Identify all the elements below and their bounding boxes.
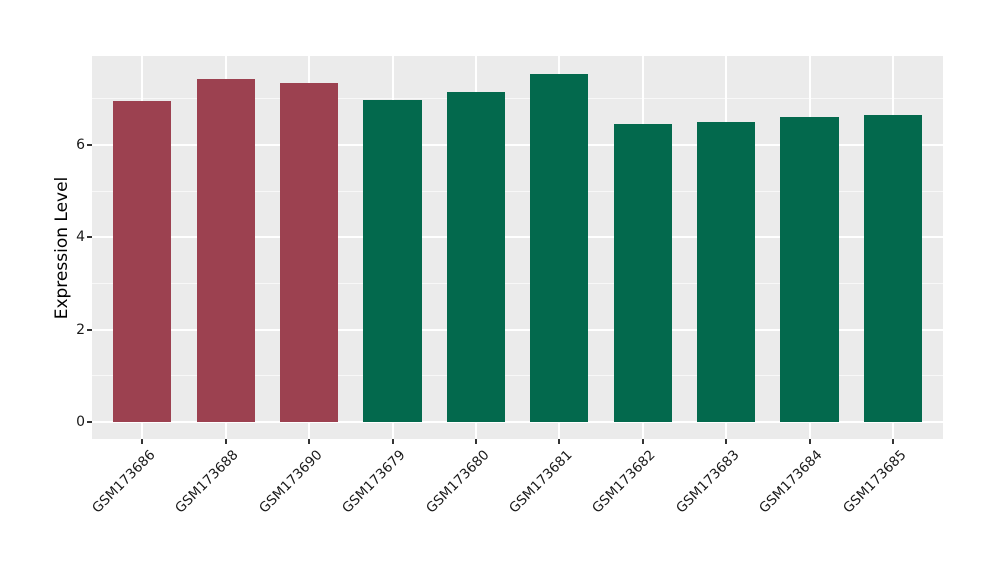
x-tick-label-GSM173686: GSM173686 [89, 447, 159, 517]
x-tick-label-GSM173682: GSM173682 [589, 447, 660, 517]
x-tick-label-GSM173683: GSM173683 [672, 447, 743, 517]
gridline-minor-y5 [92, 190, 943, 192]
x-tick-GSM173681 [558, 439, 561, 444]
bar-GSM173681 [530, 73, 589, 422]
gridline-minor-y7 [92, 98, 943, 100]
gridline-major-y2 [92, 328, 943, 331]
gridline-major-y6 [92, 143, 943, 146]
x-tick-GSM173685 [891, 439, 894, 444]
gridline-minor-y3 [92, 282, 943, 284]
y-tick-label-0: 0 [76, 414, 85, 430]
bar-GSM173686 [113, 100, 172, 422]
bar-GSM173682 [613, 123, 672, 422]
x-tick-label-GSM173685: GSM173685 [839, 447, 910, 517]
x-tick-GSM173682 [641, 439, 644, 444]
x-tick-GSM173686 [141, 439, 144, 444]
bar-GSM173683 [696, 121, 756, 422]
x-tick-label-GSM173690: GSM173690 [255, 447, 326, 517]
x-tick-label-GSM173680: GSM173680 [422, 447, 493, 517]
x-tick-label-GSM173684: GSM173684 [756, 447, 826, 517]
y-tick-4 [87, 236, 92, 239]
bar-GSM173688 [196, 78, 255, 422]
y-tick-label-2: 2 [76, 321, 85, 338]
gridline-major-y0 [92, 421, 943, 423]
bar-GSM173690 [279, 83, 339, 422]
x-tick-GSM173683 [725, 439, 728, 444]
y-tick-0 [87, 421, 92, 423]
x-tick-label-GSM173681: GSM173681 [506, 447, 576, 517]
x-tick-GSM173684 [808, 439, 811, 444]
x-tick-label-GSM173688: GSM173688 [172, 447, 243, 517]
bar-GSM173680 [446, 91, 506, 422]
gridline-major-y4 [92, 236, 943, 239]
bar-GSM173679 [363, 99, 422, 422]
x-tick-GSM173679 [391, 439, 394, 444]
y-tick-6 [87, 143, 92, 146]
x-tick-GSM173688 [224, 439, 227, 444]
bar-GSM173685 [863, 114, 923, 422]
x-tick-label-GSM173679: GSM173679 [339, 447, 409, 517]
y-tick-2 [87, 328, 92, 331]
y-tick-label-6: 6 [76, 136, 85, 153]
y-tick-label-4: 4 [76, 229, 85, 246]
gridline-minor-y1 [92, 375, 943, 377]
x-tick-GSM173680 [474, 439, 477, 444]
plot-panel [92, 56, 943, 439]
x-tick-GSM173690 [308, 439, 311, 444]
bar-GSM173684 [780, 116, 839, 422]
